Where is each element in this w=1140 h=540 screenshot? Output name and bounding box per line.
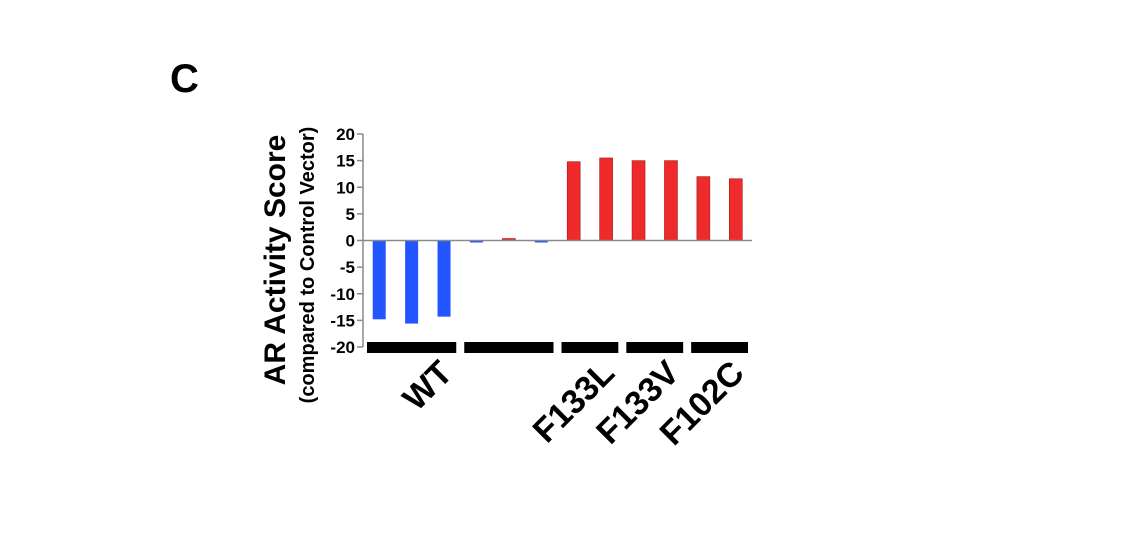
bar-series xyxy=(372,157,743,324)
bar xyxy=(664,160,678,241)
bar xyxy=(437,240,451,317)
bar xyxy=(631,160,646,241)
group-bar xyxy=(691,342,748,353)
bar xyxy=(372,240,386,320)
bar xyxy=(405,240,419,324)
y-tick-label: -20 xyxy=(330,338,355,357)
y-tick-label: -10 xyxy=(330,285,355,304)
y-axis-ticks: 20 15 10 5 0 -5 -10 -15 -20 xyxy=(330,125,363,357)
bar xyxy=(469,240,483,243)
group-bar xyxy=(561,342,619,353)
panel-label: C xyxy=(170,57,199,101)
group-indicator-bars xyxy=(367,342,748,353)
group-label: WT xyxy=(396,354,460,418)
y-tick-label: 20 xyxy=(336,125,355,144)
y-tick-label: 10 xyxy=(336,178,355,197)
bar xyxy=(696,176,711,241)
bar xyxy=(728,178,743,241)
y-axis-label: AR Activity Score xyxy=(259,135,292,386)
y-tick-label: 5 xyxy=(346,205,355,224)
group-bar xyxy=(367,342,457,353)
y-tick-label: 0 xyxy=(346,232,355,251)
bar xyxy=(599,157,613,241)
y-tick-label: 15 xyxy=(336,152,355,171)
group-bar xyxy=(464,342,554,353)
y-tick-label: -5 xyxy=(340,258,355,277)
bar xyxy=(566,161,581,241)
y-tick-label: -15 xyxy=(330,311,355,330)
group-bar xyxy=(626,342,684,353)
bar xyxy=(534,240,548,243)
y-axis-sublabel: (compared to Control Vector) xyxy=(297,127,319,404)
